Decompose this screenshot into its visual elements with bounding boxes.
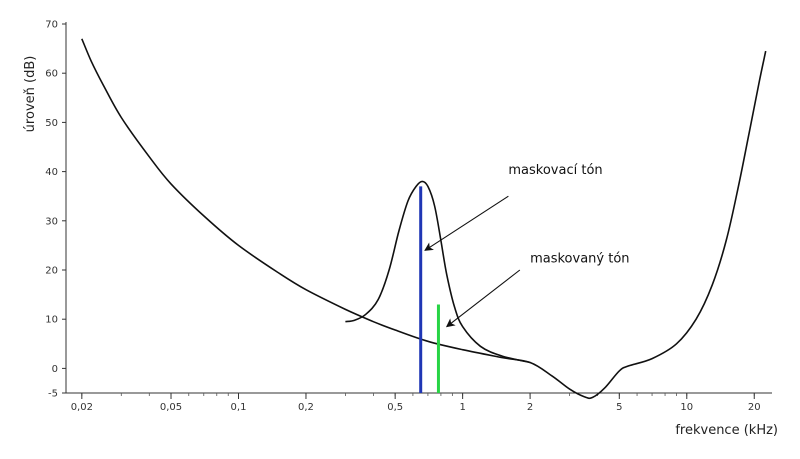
x-tick-label: 2 <box>527 402 533 413</box>
masked-tone-arrow <box>445 269 521 328</box>
masker-tone-arrow <box>424 195 509 251</box>
x-tick-label: 20 <box>748 402 761 413</box>
y-tick-label: 50 <box>45 118 58 129</box>
x-tick-label: 0,2 <box>298 402 314 413</box>
y-tick-label: 10 <box>45 315 58 326</box>
x-axis-label: frekvence (kHz) <box>675 423 778 438</box>
annotation-layer: maskovací tón maskovaný tón <box>424 163 630 328</box>
masked-tone-label: maskovaný tón <box>530 252 629 267</box>
y-axis-ticks: -5 0 10 20 30 40 50 60 70 <box>45 20 66 400</box>
y-tick-label: 40 <box>45 167 58 178</box>
x-tick-label: 0,02 <box>71 402 93 413</box>
x-tick-label: 5 <box>616 402 622 413</box>
x-tick-label: 0,05 <box>160 402 182 413</box>
masking-threshold-curve <box>345 180 531 364</box>
y-tick-label: -5 <box>48 389 58 400</box>
y-tick-label: 70 <box>45 20 58 31</box>
x-tick-label: 0,1 <box>231 402 247 413</box>
y-tick-label: 30 <box>45 216 58 227</box>
x-tick-label: 0,5 <box>387 402 403 413</box>
x-tick-label: 10 <box>680 402 693 413</box>
tone-layer <box>419 186 440 393</box>
threshold-of-hearing-curve <box>81 38 767 400</box>
y-tick-label: 60 <box>45 69 58 80</box>
x-tick-label: 1 <box>459 402 465 413</box>
y-tick-label: 20 <box>45 266 58 277</box>
y-tick-label: 0 <box>52 364 58 375</box>
y-axis-label: úroveň (dB) <box>23 56 38 133</box>
series-layer <box>81 38 767 400</box>
masker-tone-label: maskovací tón <box>508 163 602 178</box>
x-axis-ticks: 0,02 0,05 0,1 0,2 0,5 1 2 5 10 20 <box>71 393 761 413</box>
